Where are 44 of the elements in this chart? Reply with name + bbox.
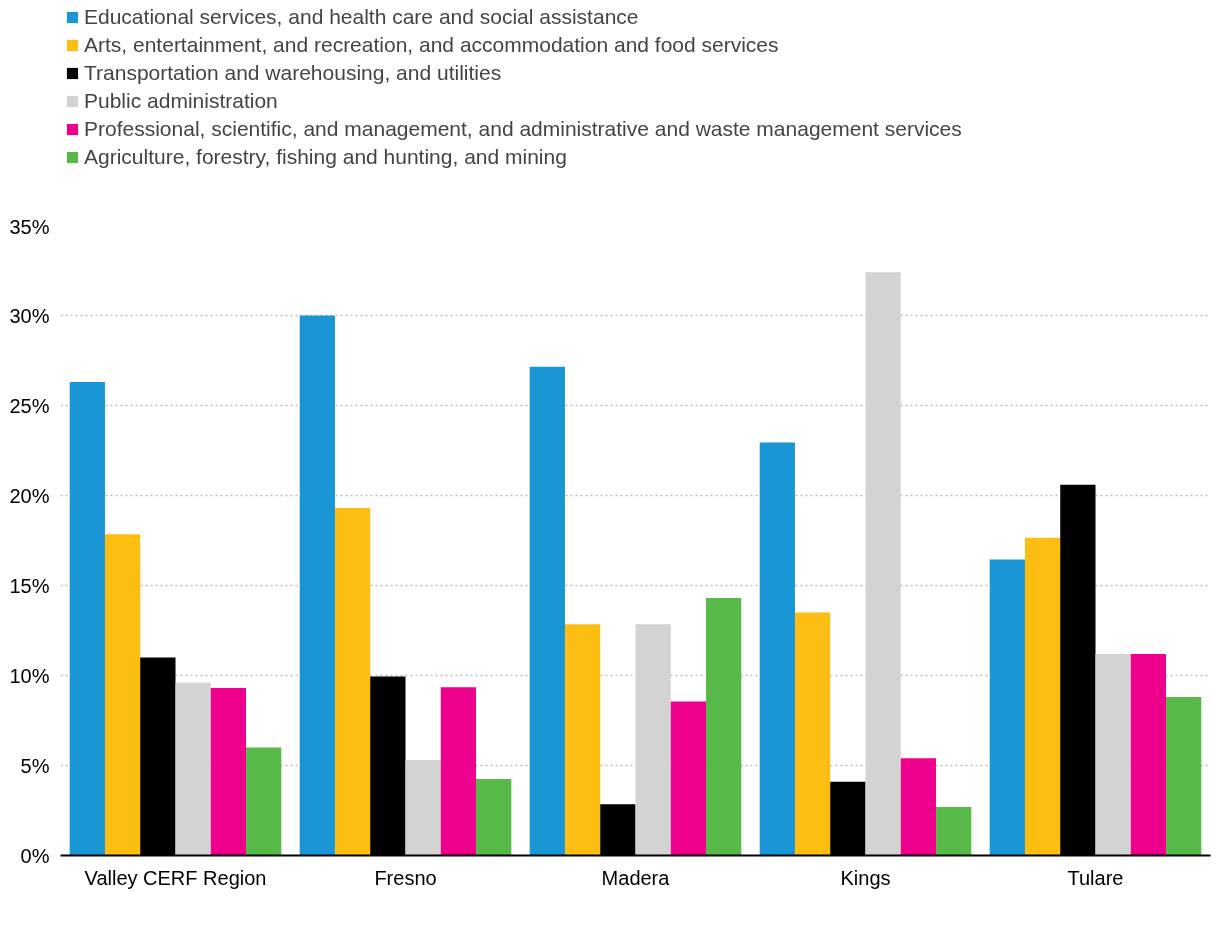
legend-label: Public administration — [84, 89, 278, 113]
bar — [210, 688, 247, 856]
legend-label: Educational services, and health care and social assistance — [84, 5, 639, 29]
y-tick-label: 20% — [9, 484, 50, 507]
bar — [635, 624, 671, 856]
y-tick-label: 10% — [9, 664, 50, 687]
y-tick-label: 0% — [20, 844, 50, 867]
x-tick-label: Valley CERF Region — [84, 866, 267, 889]
y-tick-label: 30% — [9, 304, 50, 327]
x-tick-label: Tulare — [1067, 866, 1124, 889]
bar — [865, 272, 901, 856]
x-tick-label: Madera — [601, 866, 671, 889]
bar — [1130, 653, 1167, 856]
bar — [1095, 653, 1131, 856]
legend-label: Arts, entertainment, and recreation, and accommodation and food services — [84, 33, 779, 57]
x-tick-label: Kings — [840, 866, 891, 889]
bar — [989, 559, 1025, 856]
bar — [334, 508, 371, 856]
bar — [440, 687, 477, 856]
bar — [246, 747, 282, 856]
y-tick-label: 25% — [9, 394, 50, 417]
bar — [794, 612, 831, 856]
bar — [900, 758, 937, 856]
bar — [936, 806, 972, 856]
y-tick-label: 15% — [9, 574, 50, 597]
bar — [759, 442, 795, 856]
legend-label: Transportation and warehousing, and utilities — [84, 61, 502, 85]
bar — [299, 315, 335, 856]
bar — [405, 760, 441, 856]
bar — [104, 534, 141, 856]
bar — [175, 682, 211, 856]
bar — [529, 366, 565, 856]
legend-label: Professional, scientific, and management, and administrative and waste management services — [84, 117, 962, 141]
bar — [564, 624, 601, 856]
bar — [1024, 537, 1061, 856]
y-tick-label: 5% — [20, 754, 50, 777]
bar — [706, 598, 742, 856]
x-tick-label: Fresno — [374, 866, 437, 889]
bar — [670, 701, 707, 856]
bar — [69, 382, 105, 856]
legend-label: Agriculture, forestry, fishing and hunting, and mining — [84, 145, 567, 169]
bar — [476, 779, 512, 856]
bar — [1166, 697, 1202, 856]
y-tick-label: 35% — [9, 215, 50, 238]
